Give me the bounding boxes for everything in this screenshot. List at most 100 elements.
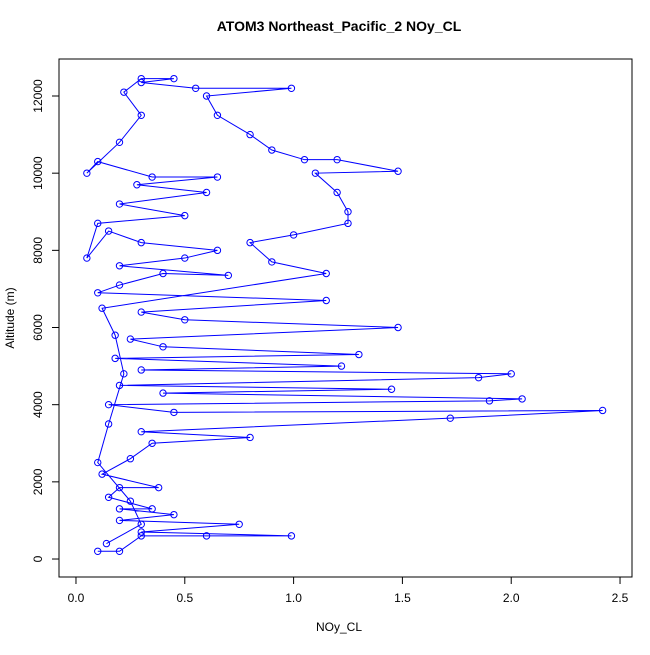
point: [344, 208, 352, 216]
point: [137, 238, 145, 247]
point: [159, 269, 167, 278]
point: [137, 78, 145, 87]
point: [137, 308, 145, 316]
point: [137, 366, 145, 374]
point: [115, 381, 124, 390]
point: [98, 304, 106, 312]
point: [337, 362, 346, 370]
point: [115, 483, 124, 492]
chart-title: ATOM3 Northeast_Pacific_2 NOy_CL: [217, 18, 462, 34]
y-tick-label: 0: [31, 555, 45, 562]
point: [94, 157, 102, 166]
y-tick-label: 8000: [31, 237, 45, 264]
point: [289, 231, 298, 239]
point: [394, 323, 402, 332]
point: [137, 528, 145, 536]
point: [137, 427, 145, 436]
point: [387, 385, 396, 393]
point: [104, 227, 113, 235]
point: [120, 88, 128, 96]
point: [213, 246, 222, 255]
point: [181, 254, 189, 262]
point: [246, 238, 254, 247]
point: [115, 262, 124, 270]
point: [126, 454, 135, 463]
x-tick-label: 0.0: [68, 591, 85, 605]
y-tick-label: 4000: [31, 391, 45, 418]
point: [344, 219, 352, 228]
point: [148, 173, 156, 181]
series-line: [86, 78, 603, 552]
point: [170, 408, 178, 417]
x-tick-label: 0.5: [176, 591, 193, 605]
point: [83, 169, 91, 177]
y-tick-label: 2000: [31, 468, 45, 495]
y-tick-label: 10000: [31, 156, 45, 190]
point: [115, 547, 124, 556]
point: [518, 395, 526, 403]
point: [224, 271, 233, 280]
point: [322, 296, 330, 305]
point: [120, 370, 128, 378]
point: [104, 493, 113, 501]
point: [159, 389, 167, 397]
point: [170, 74, 178, 83]
point: [102, 539, 111, 548]
point: [474, 373, 483, 382]
point: [94, 458, 102, 467]
point: [202, 188, 211, 197]
x-axis-label: NOy_CL: [316, 620, 362, 634]
point: [311, 169, 320, 177]
point: [394, 167, 402, 175]
point: [115, 505, 124, 513]
point: [268, 258, 276, 266]
y-tick-label: 6000: [31, 314, 45, 341]
point: [181, 316, 189, 324]
point: [115, 281, 124, 289]
point: [148, 439, 156, 447]
point: [94, 219, 102, 228]
point: [104, 420, 113, 428]
point: [154, 483, 163, 492]
point: [83, 254, 91, 262]
point: [202, 92, 211, 100]
point: [137, 520, 145, 528]
point: [598, 406, 607, 415]
point: [235, 520, 243, 528]
point: [507, 370, 515, 378]
point: [246, 433, 254, 442]
point: [268, 146, 276, 154]
point: [115, 516, 124, 525]
point: [213, 173, 222, 181]
point: [94, 289, 102, 297]
point: [333, 155, 341, 164]
point: [133, 181, 141, 189]
point: [111, 331, 119, 339]
point: [159, 343, 167, 351]
point: [115, 138, 124, 147]
point: [181, 211, 189, 220]
x-tick-label: 2.5: [612, 591, 629, 605]
point: [137, 74, 145, 83]
point: [148, 505, 156, 513]
point: [115, 200, 124, 208]
point: [287, 532, 296, 540]
point: [111, 354, 119, 363]
point: [485, 397, 494, 405]
point: [300, 155, 309, 164]
point: [104, 400, 113, 409]
point: [333, 188, 341, 197]
x-tick-label: 1.0: [285, 591, 302, 605]
point: [170, 510, 178, 519]
point: [446, 414, 454, 422]
point: [137, 111, 145, 119]
point: [137, 532, 145, 540]
point: [98, 470, 106, 478]
y-axis-label: Altitude (m): [3, 287, 17, 348]
x-tick-label: 2.0: [503, 591, 520, 605]
y-tick-label: 12000: [31, 79, 45, 113]
point: [287, 84, 296, 92]
point: [355, 350, 363, 359]
x-tick-label: 1.5: [394, 591, 411, 605]
